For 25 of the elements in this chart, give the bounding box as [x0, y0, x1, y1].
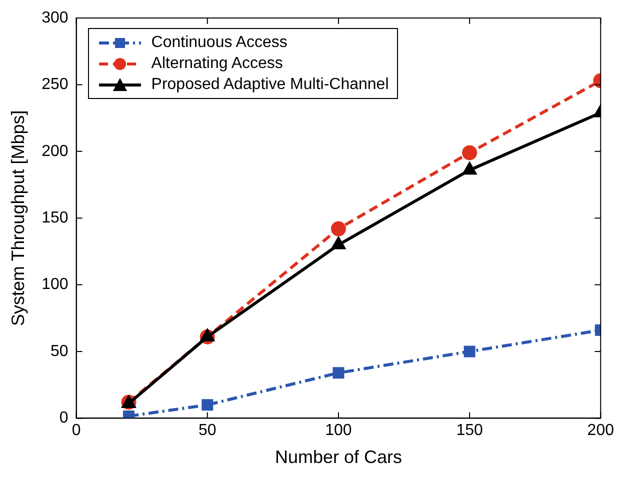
x-tick-label: 150 [456, 422, 484, 440]
y-tick-label: 200 [42, 142, 68, 160]
x-tick-label: 0 [72, 422, 81, 440]
point [332, 237, 346, 250]
x-tick-label: 100 [325, 422, 352, 440]
legend-label: Proposed Adaptive Multi-Channel [151, 76, 389, 94]
y-tick-label: 100 [42, 276, 68, 294]
legend-label: Alternating Access [151, 54, 283, 72]
y-tick-label: 0 [59, 410, 68, 427]
x-axis-title: Number of Cars [274, 447, 402, 468]
point [200, 329, 214, 342]
legend-label: Continuous Access [151, 34, 288, 52]
point [462, 145, 478, 160]
y-tick-label: 150 [42, 210, 68, 227]
x-tick-label: 200 [587, 422, 614, 440]
y-tick-label: 50 [50, 342, 68, 360]
point [330, 221, 346, 236]
y-axis-title: System Throughput [Mbps] [8, 110, 28, 326]
point [462, 162, 476, 175]
point [332, 367, 344, 379]
y-tick-label: 300 [42, 9, 68, 26]
y-tick-label: 250 [42, 76, 68, 94]
point [202, 399, 214, 411]
x-tick-label: 50 [198, 422, 216, 440]
point [464, 346, 476, 358]
